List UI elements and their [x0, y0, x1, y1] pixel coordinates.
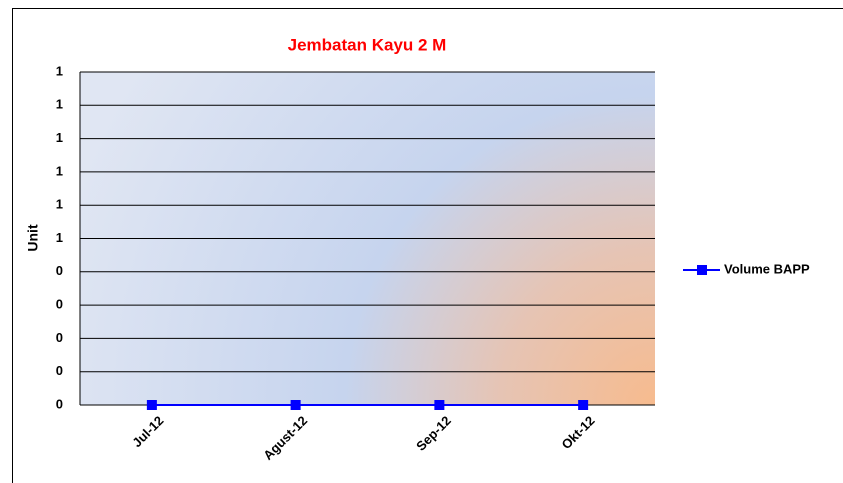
- marker: [578, 400, 589, 410]
- y-tick-label: 1: [56, 130, 63, 145]
- y-tick-label: 1: [56, 97, 63, 112]
- y-tick-label: 0: [56, 297, 63, 312]
- marker: [434, 400, 445, 410]
- y-tick-label: 0: [56, 363, 63, 378]
- y-tick-label: 1: [56, 230, 63, 245]
- marker: [290, 400, 301, 410]
- legend-label: Volume BAPP: [724, 261, 810, 276]
- y-tick-label: 0: [56, 263, 63, 278]
- chart-title: Jembatan Kayu 2 M: [288, 35, 447, 54]
- y-tick-label: 1: [56, 163, 63, 178]
- marker: [146, 400, 157, 410]
- y-tick-label: 0: [56, 396, 63, 411]
- legend-marker: [697, 265, 707, 275]
- y-tick-label: 1: [56, 63, 63, 78]
- y-tick-label: 0: [56, 330, 63, 345]
- y-axis-label: Unit: [25, 224, 41, 252]
- y-tick-label: 1: [56, 197, 63, 212]
